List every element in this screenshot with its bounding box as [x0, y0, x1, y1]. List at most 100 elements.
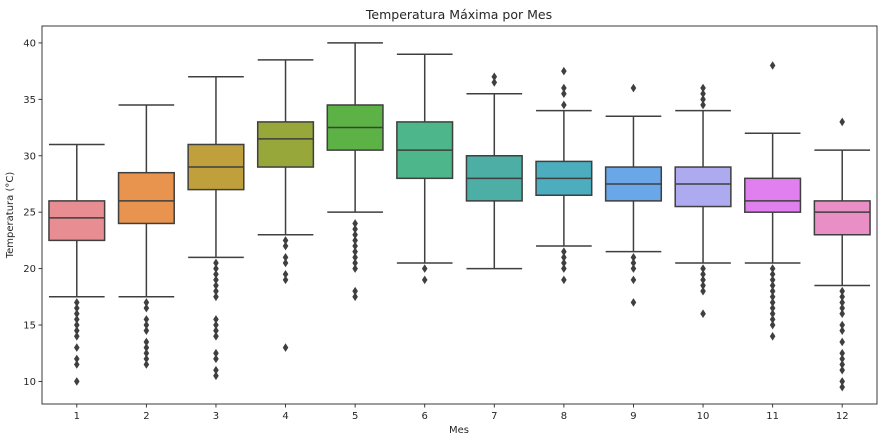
- outlier-point: [700, 275, 706, 285]
- outlier-point: [213, 315, 219, 324]
- outlier-point: [769, 309, 776, 319]
- outlier-point: [143, 360, 150, 369]
- outlier-point: [213, 331, 219, 341]
- outlier-point: [700, 89, 706, 99]
- outlier-point: [769, 292, 776, 302]
- outlier-point: [561, 66, 567, 76]
- iqr-box: [256, 121, 315, 168]
- outlier-point: [143, 337, 150, 347]
- outlier-point: [282, 343, 289, 352]
- x-axis-label: Mes: [449, 425, 469, 436]
- outlier-point: [769, 281, 776, 290]
- outlier-point: [73, 377, 80, 386]
- outlier-point: [73, 303, 80, 313]
- x-axis: 1 2 3 4 5 6 7 8 9 10 11 12: [74, 404, 849, 422]
- outlier-point: [213, 275, 219, 285]
- outlier-point: [73, 320, 80, 330]
- outlier-point: [73, 309, 80, 319]
- y-tick-label: 40: [23, 38, 36, 49]
- outlier-point: [143, 343, 150, 352]
- outlier-point: [143, 348, 150, 358]
- outlier-point: [630, 253, 637, 262]
- outlier-point: [213, 320, 219, 330]
- outlier-point: [213, 365, 219, 375]
- outlier-point: [839, 303, 846, 313]
- x-tick-label: 4: [282, 411, 288, 422]
- outlier-point: [839, 377, 846, 386]
- outlier-point: [700, 309, 706, 319]
- x-tick-label: 3: [213, 411, 219, 422]
- outlier-point: [213, 264, 219, 273]
- box-month-11: [744, 61, 802, 341]
- outlier-point: [769, 331, 776, 341]
- outlier-point: [769, 298, 776, 307]
- outlier-point: [352, 236, 358, 245]
- outlier-point: [352, 253, 358, 262]
- outlier-point: [73, 298, 80, 307]
- outlier-point: [561, 253, 567, 262]
- y-tick-label: 25: [23, 208, 36, 219]
- outlier-point: [143, 354, 150, 364]
- outlier-point: [282, 253, 289, 262]
- x-tick-label: 11: [766, 411, 779, 422]
- y-tick-label: 15: [23, 321, 36, 332]
- outlier-point: [769, 315, 776, 324]
- outlier-point: [143, 298, 150, 307]
- y-axis-label: Temperatura (°C): [5, 172, 16, 260]
- outlier-point: [352, 230, 358, 240]
- outlier-point: [561, 100, 567, 110]
- outlier-point: [352, 247, 358, 256]
- outlier-point: [73, 331, 80, 341]
- x-tick-label: 12: [836, 411, 849, 422]
- x-tick-label: 5: [352, 411, 358, 422]
- outlier-point: [352, 286, 358, 296]
- outlier-point: [839, 286, 846, 296]
- x-tick-label: 10: [697, 411, 710, 422]
- outlier-point: [73, 360, 80, 369]
- outlier-point: [769, 264, 776, 273]
- outlier-point: [143, 326, 150, 335]
- box-month-2: [117, 104, 175, 369]
- outlier-point: [630, 275, 637, 285]
- outlier-point: [839, 298, 846, 307]
- x-tick-label: 9: [630, 411, 636, 422]
- outlier-point: [352, 264, 358, 273]
- outlier-point: [700, 286, 706, 296]
- outlier-point: [839, 320, 846, 330]
- outlier-point: [73, 354, 80, 364]
- outlier-point: [421, 275, 428, 285]
- x-tick-label: 7: [491, 411, 497, 422]
- outlier-point: [73, 315, 80, 324]
- x-tick-label: 1: [74, 411, 80, 422]
- outlier-point: [352, 241, 358, 251]
- outlier-point: [73, 326, 80, 335]
- outlier-point: [769, 320, 776, 330]
- y-tick-label: 20: [23, 264, 36, 275]
- outlier-point: [769, 269, 776, 279]
- outlier-point: [213, 258, 219, 268]
- outlier-point: [213, 348, 219, 358]
- outlier-point: [700, 281, 706, 290]
- y-tick-label: 10: [23, 377, 36, 388]
- y-tick-label: 30: [23, 151, 36, 162]
- outlier-point: [561, 247, 567, 256]
- outlier-point: [769, 303, 776, 313]
- outlier-point: [561, 89, 567, 99]
- outlier-point: [561, 275, 567, 285]
- x-tick-label: 2: [143, 411, 149, 422]
- outlier-point: [839, 354, 846, 364]
- outlier-point: [143, 303, 150, 313]
- plot-frame: [41, 25, 878, 405]
- outlier-point: [839, 382, 846, 392]
- box-month-6: [396, 53, 454, 285]
- outlier-point: [213, 292, 219, 302]
- x-tick-label: 8: [561, 411, 567, 422]
- iqr-box: [48, 200, 106, 242]
- outlier-point: [73, 343, 80, 352]
- outlier-point: [630, 258, 637, 268]
- outlier-point: [213, 354, 219, 364]
- box-month-4: [256, 59, 315, 352]
- outlier-point: [282, 241, 289, 251]
- outlier-point: [143, 315, 150, 324]
